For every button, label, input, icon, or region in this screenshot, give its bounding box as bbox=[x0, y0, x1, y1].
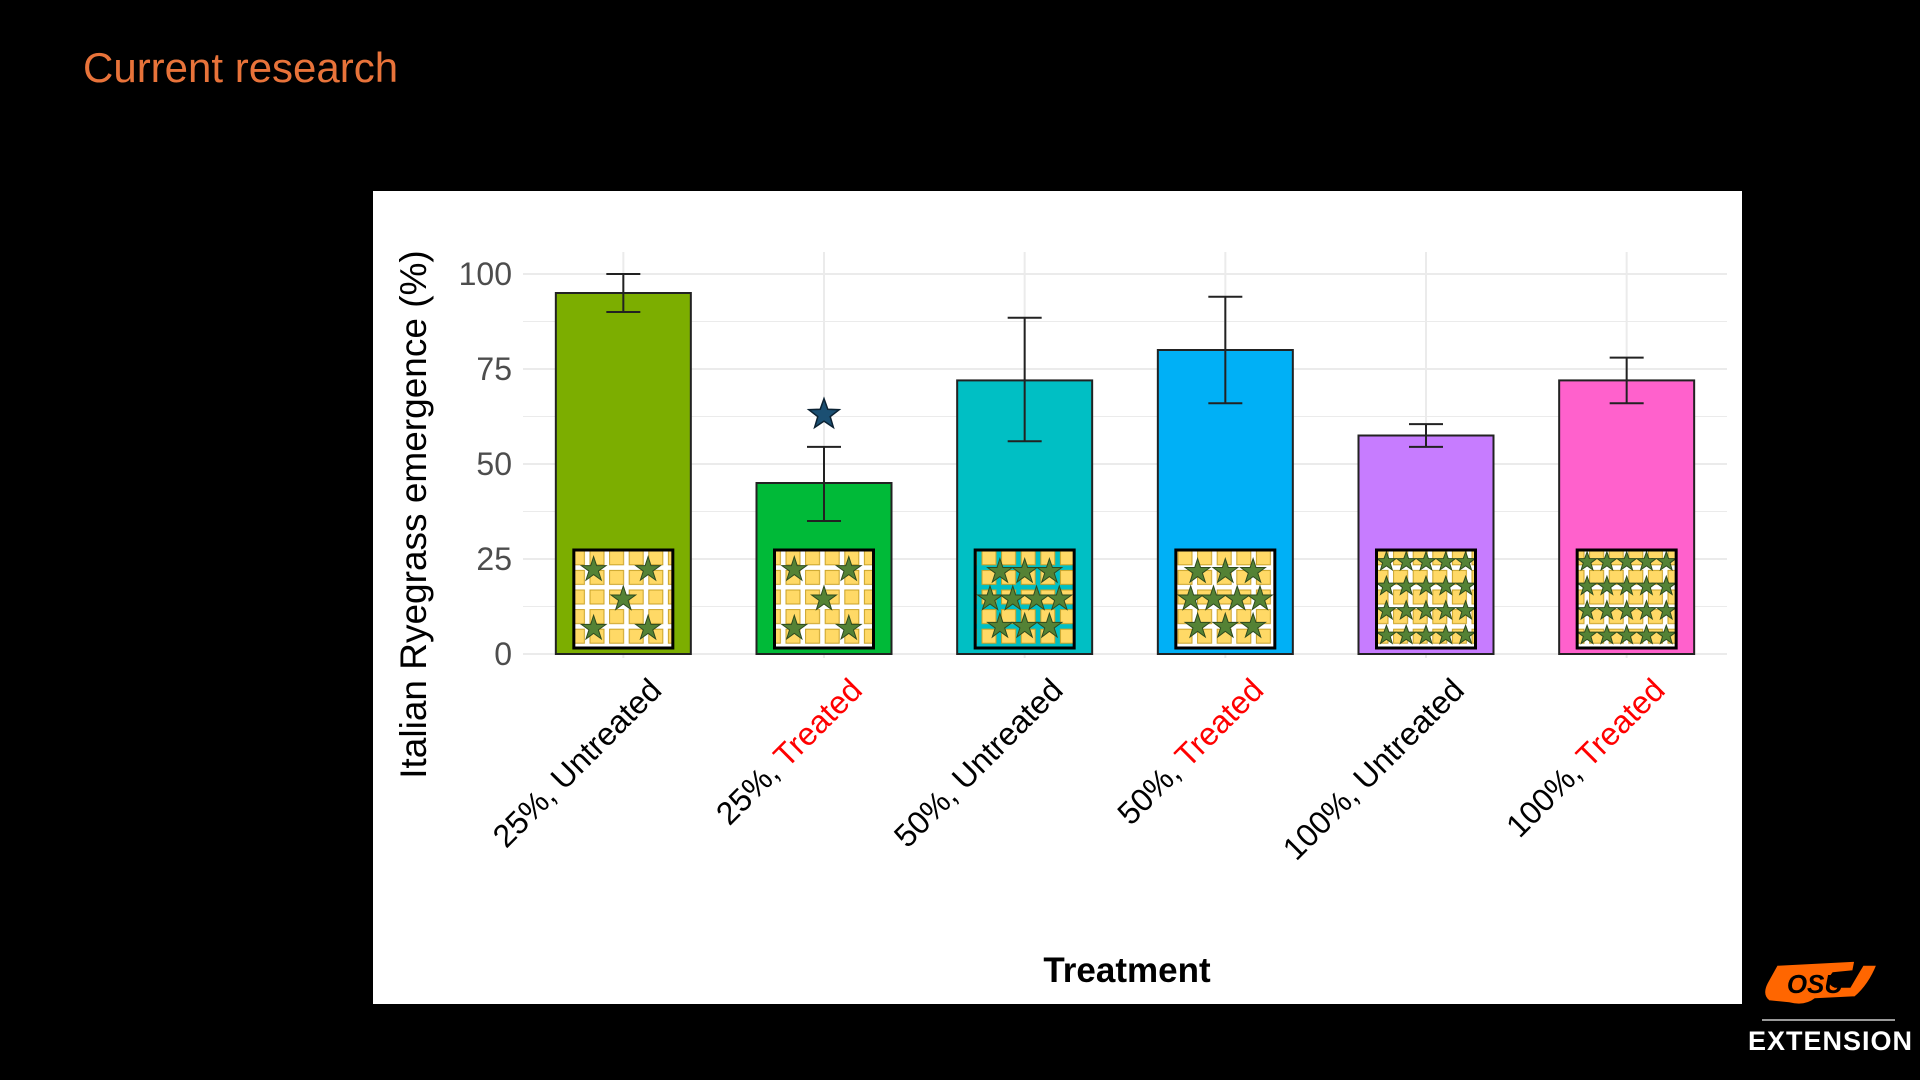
x-tick-label: 25%, Untreated bbox=[486, 671, 669, 854]
x-tick-label-prefix: 100%, bbox=[1276, 771, 1372, 867]
slide-title: Current research bbox=[83, 44, 399, 91]
y-tick-label: 75 bbox=[476, 351, 512, 387]
logo-subtitle: EXTENSION bbox=[1748, 1026, 1914, 1056]
x-tick-label: 50%, Treated bbox=[1110, 671, 1270, 831]
x-tick-label-suffix: Treated bbox=[766, 671, 869, 774]
bar-inset-image bbox=[973, 548, 1076, 650]
x-tick-label: 100%, Treated bbox=[1499, 671, 1672, 844]
bar-inset-image bbox=[773, 548, 875, 650]
x-tick-label-prefix: 100%, bbox=[1499, 749, 1594, 844]
x-tick-label-suffix: Untreated bbox=[1346, 671, 1471, 796]
y-tick-label: 50 bbox=[476, 446, 512, 482]
x-tick-label-suffix: Untreated bbox=[945, 671, 1070, 796]
y-tick-label: 100 bbox=[459, 256, 512, 292]
bar-inset-image bbox=[1174, 548, 1277, 650]
x-tick-label: 100%, Untreated bbox=[1276, 671, 1471, 866]
significance-star-icon bbox=[806, 396, 842, 430]
x-tick-label-suffix: Treated bbox=[1168, 671, 1271, 774]
x-tick-label: 25%, Treated bbox=[709, 671, 869, 831]
y-tick-label: 0 bbox=[494, 636, 512, 672]
svg-text:OSU: OSU bbox=[1787, 969, 1845, 999]
bar-inset-image bbox=[1375, 548, 1477, 650]
bar-inset-image bbox=[1575, 548, 1678, 650]
x-tick-label: 50%, Untreated bbox=[887, 671, 1070, 854]
y-tick-label: 25 bbox=[476, 541, 512, 577]
logo-divider bbox=[1762, 1019, 1895, 1021]
x-axis-label: Treatment bbox=[1043, 951, 1211, 990]
x-tick-label-suffix: Untreated bbox=[543, 671, 668, 796]
y-axis-label: Italian Ryegrass emergence (%) bbox=[393, 250, 434, 779]
x-tick-label-suffix: Treated bbox=[1569, 671, 1672, 774]
bar-inset-image bbox=[572, 548, 675, 650]
osu-logo: OSU bbox=[1763, 960, 1879, 1006]
